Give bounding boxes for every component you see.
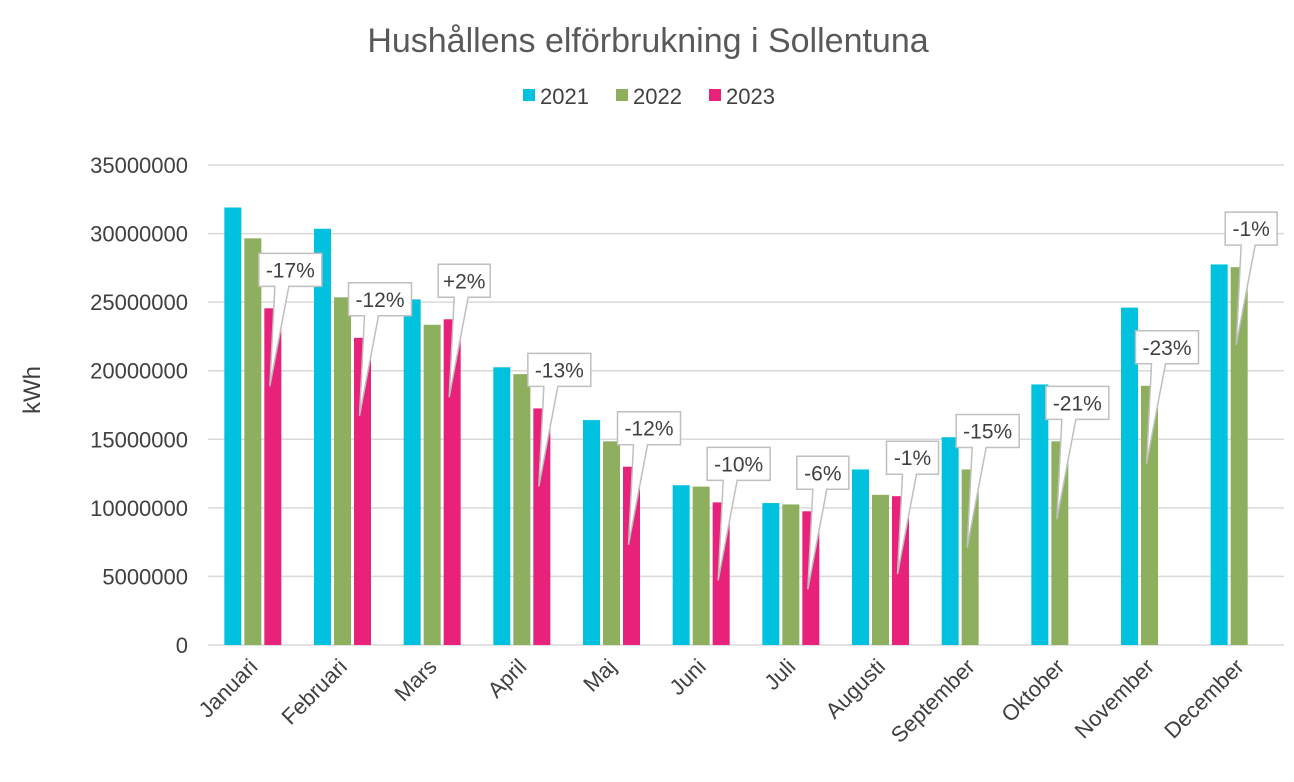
callout-label-november: -23% [1142, 337, 1191, 360]
x-tick-label: November [1070, 654, 1159, 743]
x-tick-label: Juli [759, 654, 800, 695]
callout-box-september [955, 413, 1020, 548]
bar-2021-juni [672, 485, 690, 645]
callout-box-december [1224, 211, 1278, 346]
callout-label-december: -1% [1232, 218, 1269, 241]
bar-2021-mars [403, 299, 421, 645]
bar-2022-september [961, 469, 979, 645]
y-tick-label: 25000000 [90, 290, 188, 315]
callout-label-augusti: -1% [894, 447, 931, 470]
bar-2023-mars [443, 319, 461, 645]
callout-label-maj: -12% [624, 418, 673, 441]
bar-2022-maj [603, 441, 620, 645]
y-tick-label: 30000000 [90, 222, 188, 247]
legend-swatch-2021 [523, 89, 535, 101]
bar-2021-september [941, 437, 959, 645]
legend-label-2021: 2021 [540, 84, 589, 109]
y-tick-label: 5000000 [102, 564, 188, 589]
x-tick-label: Januari [194, 654, 263, 723]
callout-label-april: -13% [535, 359, 584, 382]
bar-2022-mars [423, 324, 441, 645]
callout-label-oktober: -21% [1053, 392, 1102, 415]
legend-swatch-2023 [709, 89, 721, 101]
x-tick-label: Juni [664, 654, 710, 700]
bar-2023-maj [623, 466, 640, 645]
bar-2022-juni [692, 486, 710, 645]
annotations: -17% -12% +2% -13% -12% -10% -6% -1% -15% -21% -23… [258, 211, 1278, 590]
callout-box-november [1134, 330, 1200, 464]
bar-2021-oktober [1031, 384, 1049, 645]
y-tick-label: 10000000 [90, 496, 188, 521]
callout-label-februari: -12% [355, 289, 404, 312]
bars [224, 207, 1248, 645]
bar-2023-januari [264, 308, 282, 645]
callout-box-augusti [885, 440, 940, 575]
callout-label-juni: -10% [714, 453, 763, 476]
y-tick-label: 0 [176, 633, 188, 658]
x-tick-label: December [1159, 654, 1248, 743]
bar-2021-maj [583, 420, 600, 645]
bar-2022-augusti [872, 494, 889, 645]
bar-2021-augusti [852, 469, 869, 645]
callout-box-mars [437, 263, 491, 398]
bar-2021-december [1210, 264, 1228, 645]
y-axis-ticks: 0 5000000 10000000 15000000 20000000 25000000… [90, 153, 188, 658]
y-tick-label: 20000000 [90, 359, 188, 384]
x-tick-label: Oktober [996, 654, 1069, 727]
x-tick-label: April [483, 654, 532, 703]
bar-2022-oktober [1051, 441, 1069, 645]
legend-label-2022: 2022 [633, 84, 682, 109]
y-axis-label: kWh [19, 366, 46, 414]
bar-2021-januari [224, 207, 242, 645]
callout-box-januari [258, 252, 323, 387]
legend-swatch-2022 [616, 89, 628, 101]
bar-2021-november [1121, 307, 1138, 645]
bar-2021-februari [314, 228, 331, 645]
legend: 2021 2022 2023 [523, 84, 775, 109]
callout-label-mars: +2% [443, 270, 486, 293]
bar-2023-februari [354, 337, 371, 645]
callout-box-april [527, 352, 592, 487]
callout-label-september: -15% [963, 420, 1012, 443]
callout-box-oktober [1045, 385, 1110, 520]
callout-box-juni [706, 446, 771, 581]
y-tick-label: 35000000 [90, 153, 188, 178]
bar-2021-april [493, 367, 511, 645]
callout-box-februari [347, 282, 413, 416]
bar-2022-november [1141, 385, 1158, 645]
bar-2021-juli [762, 503, 780, 645]
x-tick-label: September [886, 654, 980, 748]
callout-box-maj [616, 410, 682, 545]
bar-2022-december [1230, 267, 1248, 645]
bar-2022-februari [334, 297, 351, 645]
x-tick-label: Maj [578, 654, 621, 697]
bar-2023-april [533, 408, 551, 645]
x-tick-label: Mars [389, 654, 441, 706]
bar-2022-januari [244, 238, 262, 645]
legend-label-2023: 2023 [726, 84, 775, 109]
x-axis-ticks: Januari Februari Mars April Maj Juni Juli Augus… [194, 654, 1249, 748]
callout-box-juli [796, 455, 850, 590]
callout-label-januari: -17% [266, 259, 315, 282]
bar-2022-juli [782, 504, 800, 645]
bar-2022-april [513, 374, 531, 645]
callout-label-juli: -6% [804, 462, 841, 485]
chart-title: Hushållens elförbrukning i Sollentuna [367, 22, 928, 60]
x-tick-label: Februari [276, 654, 352, 730]
y-tick-label: 15000000 [90, 427, 188, 452]
x-tick-label: Augusti [820, 654, 890, 724]
